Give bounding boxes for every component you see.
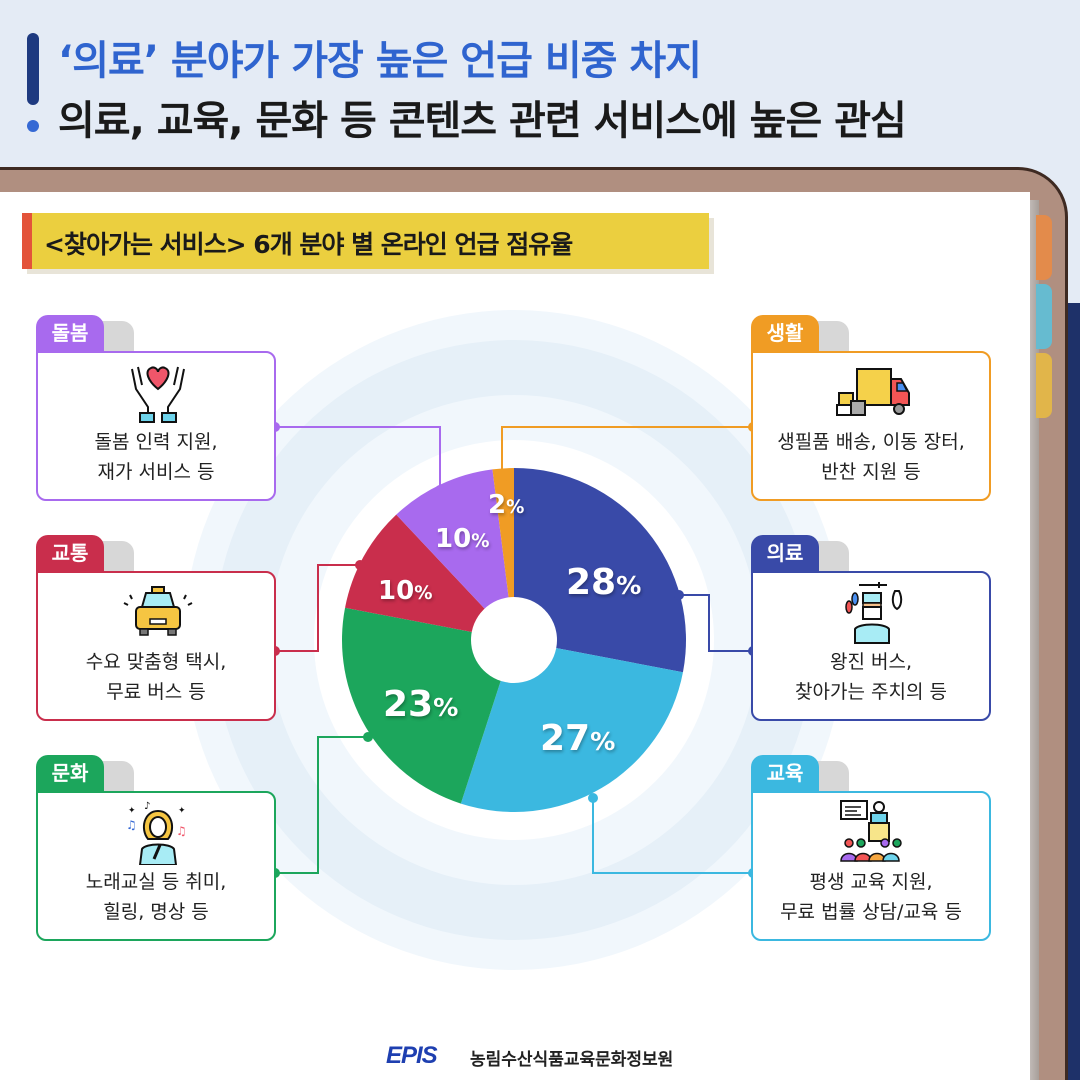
- svg-text:✦: ✦: [128, 806, 136, 816]
- card-category-label: 의료: [751, 535, 819, 571]
- chart-subtitle-banner: <찾아가는 서비스> 6개 분야 별 온라인 언급 점유율: [22, 213, 709, 269]
- binder-tab-yellow: [1036, 353, 1052, 418]
- page-edge: [1027, 200, 1039, 1080]
- headline-secondary: 의료, 교육, 문화 등 콘텐츠 관련 서비스에 높은 관심: [58, 98, 907, 144]
- card-care: 돌봄 돌봄 인력 지원, 재가 서비스 등: [36, 315, 276, 501]
- card-living: 생활 생필품 배송, 이동 장터, 반찬 지원 등: [751, 315, 991, 501]
- card-category-label: 돌봄: [36, 315, 104, 351]
- card-category-label: 생활: [751, 315, 819, 351]
- pie-label-living: 2%: [488, 490, 525, 520]
- pie-label-education: 27%: [540, 718, 616, 759]
- card-description: 수요 맞춤형 택시, 무료 버스 등: [85, 651, 227, 703]
- card-description: 노래교실 등 취미, 힐링, 명상 등: [85, 871, 227, 923]
- card-description: 생필품 배송, 이동 장터, 반찬 지원 등: [777, 431, 965, 483]
- exclamation-dot-icon: [27, 120, 39, 132]
- card-category-label: 교통: [36, 535, 104, 571]
- svg-text:♪: ♪: [144, 801, 150, 812]
- subtitle-accent-bar: [22, 213, 32, 269]
- binder-tab-orange: [1036, 215, 1052, 280]
- card-description: 왕진 버스, 찾아가는 주치의 등: [795, 651, 947, 703]
- singer-icon: ♫ ♫ ♪ ✦ ✦: [126, 801, 187, 865]
- card-description: 돌봄 인력 지원, 재가 서비스 등: [94, 431, 218, 483]
- lecture-icon: [840, 800, 902, 862]
- header: ‘의료’ 분야가 가장 높은 언급 비중 차지 의료, 교육, 문화 등 콘텐츠…: [0, 0, 1080, 170]
- card-category-label: 교육: [751, 755, 819, 791]
- card-description: 평생 교육 지원, 무료 법률 상담/교육 등: [780, 871, 962, 923]
- epis-logo: EPIS: [386, 1042, 438, 1069]
- binder-tab-teal: [1036, 284, 1052, 349]
- exclamation-bar-icon: [27, 33, 39, 105]
- headline-primary: ‘의료’ 분야가 가장 높은 언급 비중 차지: [58, 38, 702, 84]
- navy-side-strip: [1068, 303, 1080, 1080]
- card-culture: 문화 ♫ ♫ ♪ ✦ ✦ 노래교실 등 취미, 힐링, 명상 등: [36, 755, 276, 941]
- card-medical: 의료 왕진 버스, 찾아가는 주치의 등: [751, 535, 991, 721]
- heart-hands-icon: [131, 366, 185, 423]
- delivery-truck-icon: [836, 368, 910, 416]
- card-category-label: 문화: [36, 755, 104, 791]
- svg-text:✦: ✦: [178, 806, 186, 816]
- pie-label-care: 10%: [435, 524, 490, 554]
- svg-text:♫: ♫: [126, 818, 137, 832]
- card-transport: 교통 수요 맞춤형 택시, 무료 버스 등: [36, 535, 276, 721]
- pie-label-transport: 10%: [378, 576, 433, 606]
- pie-label-culture: 23%: [383, 684, 459, 725]
- pie-label-medical: 28%: [566, 562, 642, 603]
- taxi-icon: [123, 586, 193, 636]
- doctor-icon: [845, 582, 903, 644]
- card-education: 교육 평생 교육 지원, 무료 법률 상담/교육 등: [751, 755, 991, 941]
- svg-text:♫: ♫: [176, 824, 187, 838]
- organization-name: 농림수산식품교육문화정보원: [470, 1050, 674, 1070]
- chart-subtitle: <찾아가는 서비스> 6개 분야 별 온라인 언급 점유율: [44, 230, 573, 259]
